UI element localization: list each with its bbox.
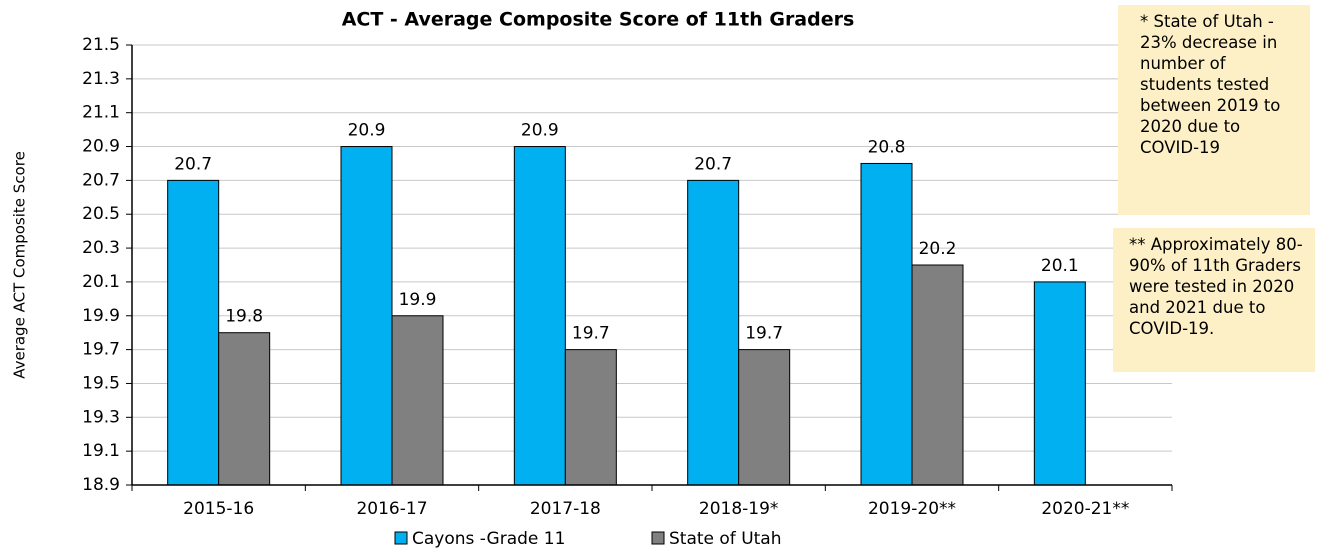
- y-tick-label: 20.1: [82, 272, 120, 292]
- bar: [218, 332, 271, 486]
- data-label: 20.9: [348, 121, 386, 141]
- data-label: 20.8: [868, 137, 906, 157]
- annotation: ** Approximately 80-90% of 11th Graders …: [1113, 228, 1315, 372]
- y-tick-label: 20.5: [82, 204, 120, 224]
- legend-label: State of Utah: [669, 529, 782, 549]
- data-label: 20.9: [521, 121, 559, 141]
- bar: [1033, 281, 1086, 486]
- x-tick-label: 2017-18: [530, 499, 601, 519]
- y-tick-label: 19.3: [82, 407, 120, 427]
- x-tick-label: 2015-16: [183, 499, 254, 519]
- data-label: 19.8: [225, 307, 263, 327]
- bar: [340, 146, 393, 486]
- data-label: 19.7: [745, 324, 783, 344]
- bar: [911, 264, 964, 486]
- x-tick-label: 2016-17: [356, 499, 427, 519]
- y-tick-label: 19.7: [82, 340, 120, 360]
- y-tick-label: 21.1: [82, 103, 120, 123]
- chart-title: ACT - Average Composite Score of 11th Gr…: [342, 9, 855, 31]
- data-label: 20.7: [174, 154, 212, 174]
- bar: [687, 179, 740, 486]
- data-label: 20.2: [919, 239, 957, 259]
- bar: [167, 179, 220, 486]
- y-axis-label: Average ACT Composite Score: [11, 151, 29, 379]
- y-tick-label: 20.7: [82, 170, 120, 190]
- x-tick-label: 2020-21**: [1041, 499, 1129, 519]
- bar: [738, 349, 791, 486]
- bar: [860, 162, 913, 486]
- x-tick-label: 2019-20**: [868, 499, 956, 519]
- y-tick-label: 20.3: [82, 238, 120, 258]
- bar: [564, 349, 617, 486]
- y-tick-label: 21.3: [82, 69, 120, 89]
- legend-swatch: [394, 531, 408, 545]
- legend-swatch: [651, 531, 665, 545]
- y-tick-label: 18.9: [82, 475, 120, 495]
- data-label: 19.9: [399, 290, 437, 310]
- annotation: * State of Utah - 23% decrease in number…: [1118, 5, 1310, 215]
- y-tick-label: 19.9: [82, 306, 120, 326]
- bar: [391, 315, 444, 486]
- y-tick-label: 21.5: [82, 35, 120, 55]
- y-tick-label: 20.9: [82, 137, 120, 157]
- x-tick-label: 2018-19*: [699, 499, 779, 519]
- bar: [513, 146, 566, 486]
- data-label: 19.7: [572, 324, 610, 344]
- data-label: 20.7: [694, 154, 732, 174]
- data-label: 20.1: [1041, 256, 1079, 276]
- legend-label: Cayons -Grade 11: [412, 529, 565, 549]
- y-tick-label: 19.5: [82, 373, 120, 393]
- y-tick-label: 19.1: [82, 441, 120, 461]
